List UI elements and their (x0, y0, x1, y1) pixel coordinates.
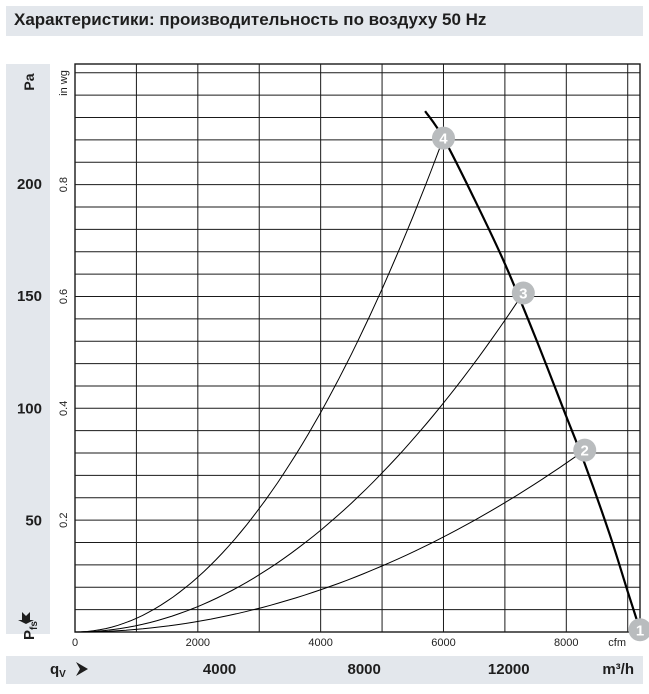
pa-tick-label: 150 (17, 288, 42, 305)
inwg-tick-label: 0.4 (58, 401, 70, 416)
operating-point-label-4: 4 (439, 131, 448, 148)
system-curve-2 (74, 449, 585, 633)
operating-point-marker-3 (511, 281, 535, 305)
operating-point-label-2: 2 (581, 443, 589, 460)
inwg-tick-label: 0.8 (58, 177, 70, 192)
x-axis-arrow-icon (76, 662, 88, 676)
pa-tick-label: 100 (17, 400, 42, 417)
plot-frame (74, 63, 641, 633)
operating-point-marker-4 (431, 126, 455, 150)
fan-curve (424, 110, 642, 631)
cfm-tick-label: 0 (72, 637, 78, 649)
cfm-tick-label: 6000 (431, 637, 455, 649)
operating-point-marker-1 (628, 618, 649, 642)
y-axis-symbol: Pfs (21, 621, 40, 640)
system-curve-3 (74, 292, 524, 633)
m3h-axis-band (6, 656, 643, 684)
m3h-tick-label: 12000 (488, 661, 530, 678)
operating-point-marker-2 (573, 438, 597, 462)
m3h-tick-label: 4000 (203, 661, 236, 678)
cfm-tick-label: 2000 (186, 637, 210, 649)
inwg-tick-label: 0.6 (58, 289, 70, 304)
chart-title: Характеристики: производительность по во… (14, 10, 487, 29)
operating-point-label-1: 1 (636, 622, 644, 639)
inwg-tick-label: 0.2 (58, 513, 70, 528)
pa-axis-band (6, 64, 50, 634)
cfm-tick-label: 4000 (308, 637, 332, 649)
m3h-unit-label: m³/h (602, 661, 634, 678)
inwg-unit-label: in wg (58, 70, 70, 96)
x-axis-symbol: qV (50, 661, 66, 680)
y-axis-arrow-icon (18, 612, 34, 624)
m3h-tick-label: 8000 (347, 661, 380, 678)
pa-unit-label: Pa (21, 73, 37, 90)
system-curve-4 (74, 137, 444, 633)
title-bar: Характеристики: производительность по во… (6, 6, 643, 36)
operating-point-label-3: 3 (519, 285, 527, 302)
pa-tick-label: 50 (25, 513, 42, 530)
cfm-tick-label: 8000 (554, 637, 578, 649)
pa-tick-label: 200 (17, 176, 42, 193)
cfm-unit-label: cfm (608, 637, 626, 649)
